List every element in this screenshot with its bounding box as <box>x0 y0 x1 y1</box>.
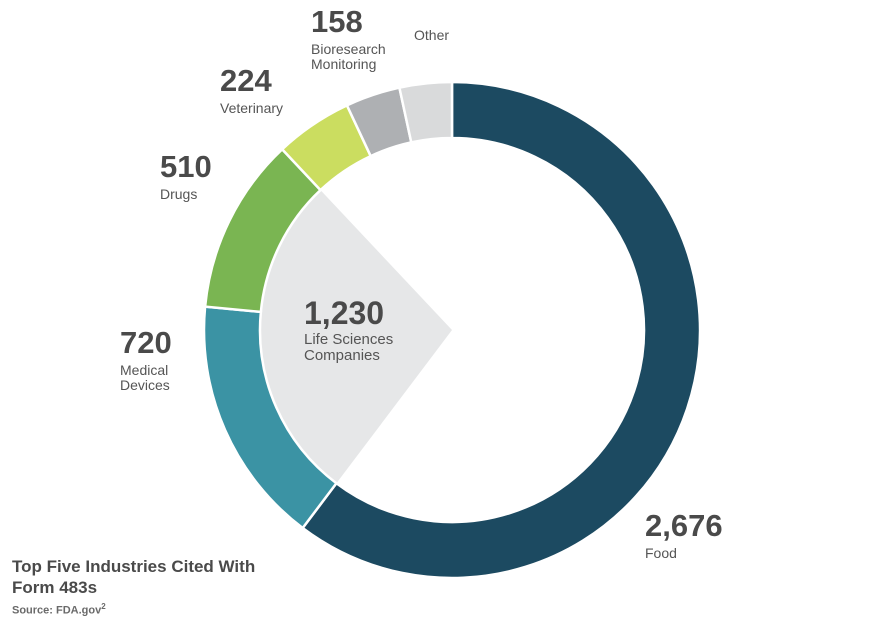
source-text: Source: FDA.gov <box>12 604 102 617</box>
life-sciences-wedge <box>260 190 452 484</box>
center-caption-line1: Life Sciences <box>304 331 393 348</box>
category-label-food: Food <box>645 545 677 561</box>
category-label-bioresearch-monitoring-line2: Monitoring <box>311 56 376 72</box>
slice-other <box>397 80 454 144</box>
center-value: 1,230 <box>304 295 384 331</box>
category-label-medical-devices-line1: Medical <box>120 362 168 378</box>
category-label-veterinary: Veterinary <box>220 100 283 116</box>
source-footnote: 2 <box>101 602 106 611</box>
chart-title: Top Five Industries Cited With Form 483s <box>12 557 256 597</box>
center-wedge-layer <box>260 190 452 484</box>
center-label: 1,230 Life Sciences Companies <box>304 295 393 364</box>
ring-slices <box>202 80 702 580</box>
chart-source: Source: FDA.gov2 <box>12 602 106 617</box>
value-label-medical-devices: 720 <box>120 325 172 360</box>
category-label-other: Other <box>414 27 449 43</box>
category-label-medical-devices-line2: Devices <box>120 377 170 393</box>
category-label-drugs: Drugs <box>160 186 197 202</box>
category-label-bioresearch-monitoring-line1: Bioresearch <box>311 41 386 57</box>
value-label-drugs: 510 <box>160 149 212 184</box>
value-label-bioresearch-monitoring: 158 <box>311 4 363 39</box>
center-caption-line2: Companies <box>304 347 380 364</box>
slice-food <box>300 80 702 580</box>
value-label-food: 2,676 <box>645 508 723 543</box>
value-label-veterinary: 224 <box>220 63 272 98</box>
center-caption: Life Sciences Companies <box>304 331 393 364</box>
